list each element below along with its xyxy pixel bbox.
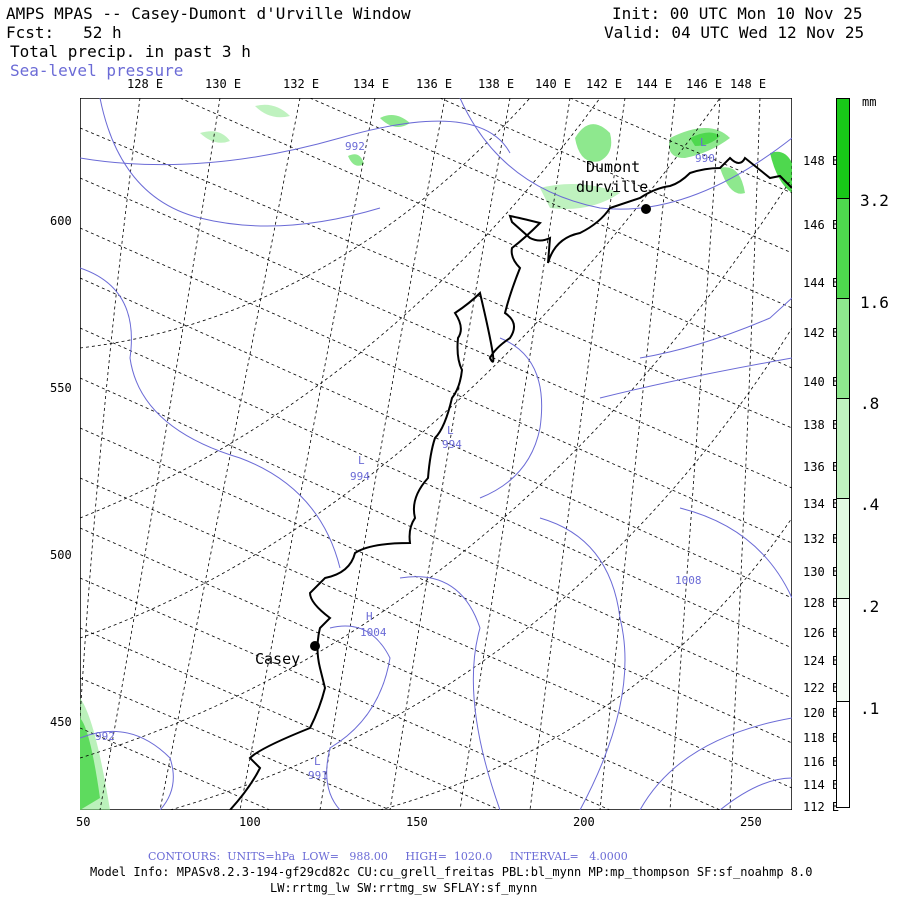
pressure-label: 994 <box>442 438 462 451</box>
lon-label: 116 E <box>803 755 840 769</box>
y-tick-label: 450 <box>50 715 72 729</box>
lon-label: 122 E <box>803 681 840 695</box>
colorbar-label: .1 <box>860 699 880 718</box>
colorbar-cell <box>836 398 850 499</box>
lon-label: 134 E <box>803 497 840 511</box>
pressure-labels: 992 990 994 994 992 991 1004 1008 L L L … <box>95 136 715 782</box>
lon-label: 146 E <box>686 77 723 91</box>
y-tick-label: 600 <box>50 214 72 228</box>
model-info: Model Info: MPASv8.2.3-194-gf29cd82c CU:… <box>90 865 813 879</box>
lon-label: 126 E <box>803 626 840 640</box>
field-precip-label: Total precip. in past 3 h <box>10 42 251 61</box>
map-panel: Dumont dUrville Casey 992 990 994 994 99… <box>80 98 792 810</box>
colorbar-cell <box>836 598 850 702</box>
x-tick-label: 200 <box>573 815 595 829</box>
model-info-2: LW:rrtmg_lw SW:rrtmg_sw SFLAY:sf_mynn <box>270 881 538 895</box>
colorbar-cell <box>836 198 850 299</box>
precip-patch <box>720 167 745 194</box>
colorbar-cell <box>836 498 850 599</box>
lon-label: 138 E <box>478 77 515 91</box>
lon-label: 140 E <box>535 77 572 91</box>
pressure-low: L <box>700 136 707 149</box>
map-frame <box>80 98 792 810</box>
station-label: Dumont <box>586 158 640 176</box>
colorbar-label: .4 <box>860 495 880 514</box>
colorbar-label: .8 <box>860 394 880 413</box>
precip-patch <box>540 184 620 209</box>
lon-label: 128 E <box>803 596 840 610</box>
lon-label: 144 E <box>803 276 840 290</box>
forecast-hour: Fcst: 52 h <box>6 23 122 42</box>
lon-label: 136 E <box>803 460 840 474</box>
colorbar-cell <box>836 98 850 199</box>
x-tick-label: 100 <box>239 815 261 829</box>
slp-contours <box>80 98 792 810</box>
colorbar-cell <box>836 701 850 808</box>
lon-label: 130 E <box>803 565 840 579</box>
field-slp-label: Sea-level pressure <box>10 61 184 80</box>
dumont-durville-marker <box>641 204 651 214</box>
lon-label: 132 E <box>283 77 320 91</box>
lon-label: 142 E <box>803 326 840 340</box>
precip-patch <box>348 154 364 166</box>
lon-label: 132 E <box>803 532 840 546</box>
map-title: AMPS MPAS -- Casey-Dumont d'Urville Wind… <box>6 4 411 23</box>
pressure-high: H <box>366 610 373 623</box>
pressure-label: 990 <box>695 152 715 165</box>
x-tick-label: 50 <box>76 815 91 829</box>
pressure-label: 991 <box>308 769 328 782</box>
pressure-low: L <box>314 755 321 768</box>
lon-label: 118 E <box>803 731 840 745</box>
pressure-label: 1008 <box>675 574 702 587</box>
lon-label: 134 E <box>353 77 390 91</box>
map-svg: Dumont dUrville Casey 992 990 994 994 99… <box>80 98 792 810</box>
lon-label: 124 E <box>803 654 840 668</box>
colorbar-label: 1.6 <box>860 293 889 312</box>
lon-label: 146 E <box>803 218 840 232</box>
pressure-low: L <box>447 424 454 437</box>
precip-shading <box>80 104 792 810</box>
lon-label: 128 E <box>127 77 164 91</box>
coastline <box>229 156 792 810</box>
y-tick-label: 550 <box>50 381 72 395</box>
precip-patch <box>575 124 612 162</box>
pressure-label: 992 <box>95 730 115 743</box>
contour-info: CONTOURS: UNITS=hPa LOW= 988.00 HIGH= 10… <box>148 850 628 863</box>
pressure-label: 994 <box>350 470 370 483</box>
precip-patch <box>690 132 720 146</box>
colorbar-label: 3.2 <box>860 191 889 210</box>
y-tick-label: 500 <box>50 548 72 562</box>
colorbar-unit: mm <box>862 95 877 109</box>
precip-patch <box>255 104 290 118</box>
lon-label: 136 E <box>416 77 453 91</box>
casey-marker <box>310 641 320 651</box>
valid-time: Valid: 04 UTC Wed 12 Nov 25 <box>604 23 865 42</box>
lon-label: 140 E <box>803 375 840 389</box>
lon-label: 130 E <box>205 77 242 91</box>
lon-label: 142 E <box>586 77 623 91</box>
lon-label: 112 E <box>803 800 840 814</box>
colorbar-label: .2 <box>860 597 880 616</box>
lon-label: 138 E <box>803 418 840 432</box>
lon-label: 144 E <box>636 77 673 91</box>
init-time: Init: 00 UTC Mon 10 Nov 25 <box>612 4 863 23</box>
station-label: Casey <box>255 650 300 668</box>
x-tick-label: 250 <box>740 815 762 829</box>
precip-patch <box>80 698 110 810</box>
pressure-label: 1004 <box>360 626 387 639</box>
colorbar-cell <box>836 298 850 399</box>
pressure-label: 992 <box>345 140 365 153</box>
lon-label: 148 E <box>803 154 840 168</box>
lon-label: 114 E <box>803 778 840 792</box>
precip-colorbar <box>836 98 850 808</box>
x-tick-label: 150 <box>406 815 428 829</box>
lon-label: 148 E <box>730 77 767 91</box>
pressure-low: L <box>358 454 365 467</box>
precip-patch <box>200 131 230 143</box>
lon-label: 120 E <box>803 706 840 720</box>
station-label: dUrville <box>576 178 648 196</box>
